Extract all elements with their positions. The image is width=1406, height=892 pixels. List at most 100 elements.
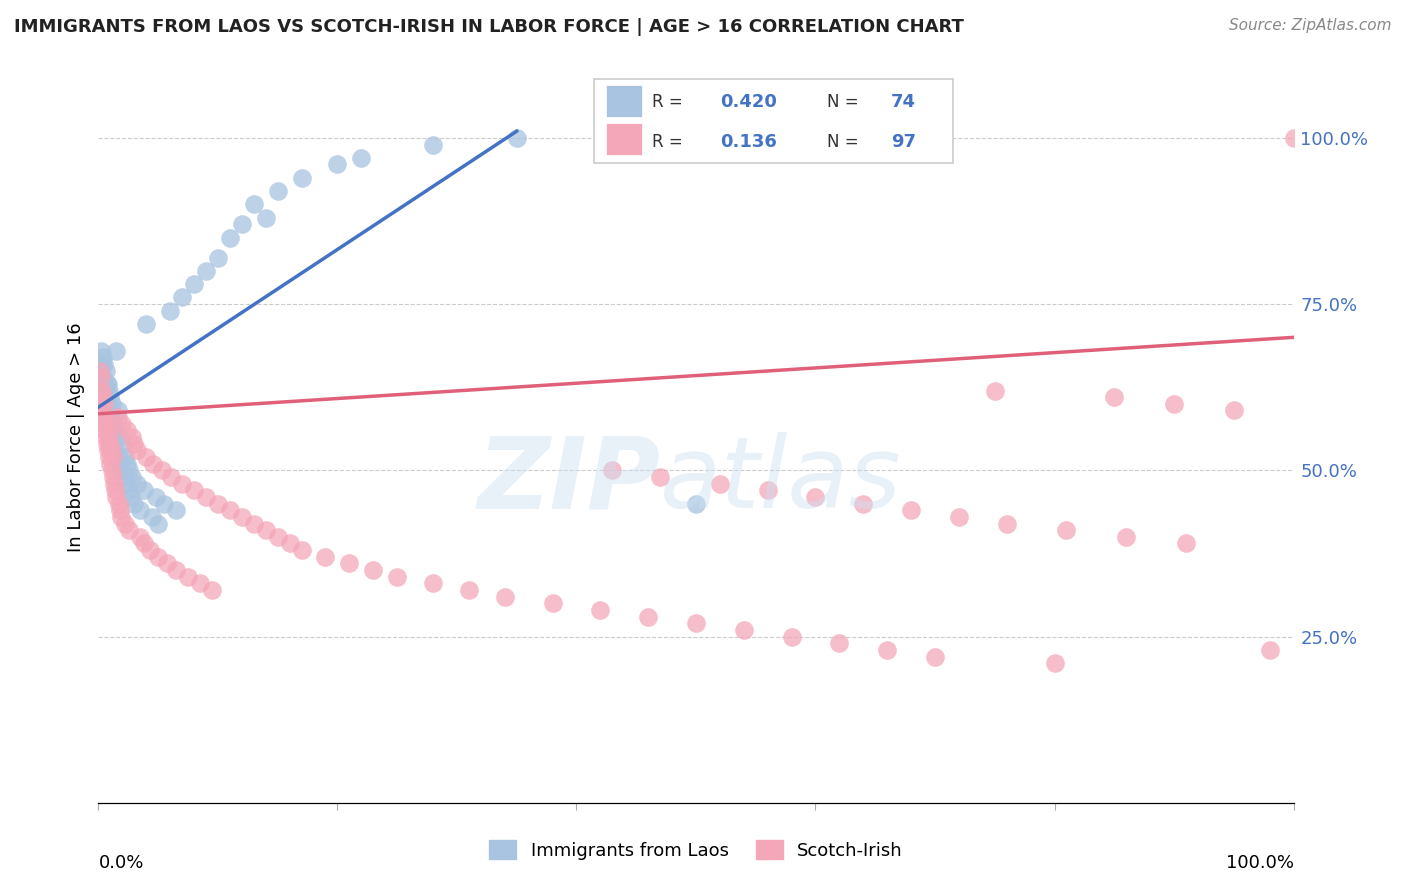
Point [94, 410, 117, 425]
Point [804, 490, 827, 504]
Point [172, 476, 194, 491]
Point [1223, 403, 1246, 417]
Point [159, 303, 181, 318]
Point [107, 403, 129, 417]
Point [108, 503, 131, 517]
Point [118, 523, 141, 537]
Point [243, 516, 266, 531]
Point [207, 497, 229, 511]
Point [98, 430, 121, 444]
Point [924, 649, 946, 664]
Text: 74: 74 [891, 93, 915, 112]
Point [96, 436, 118, 450]
Point [494, 590, 516, 604]
Point [278, 536, 301, 550]
Point [117, 483, 139, 498]
Point [637, 609, 659, 624]
Point [91, 376, 114, 391]
Point [733, 623, 755, 637]
Point [177, 570, 200, 584]
Point [160, 470, 183, 484]
Point [124, 497, 146, 511]
Point [1282, 131, 1305, 145]
Point [98, 410, 121, 425]
Point [101, 410, 124, 425]
Point [115, 424, 138, 438]
Point [756, 483, 779, 498]
Point [148, 516, 170, 531]
Point [94, 430, 117, 444]
Point [155, 557, 177, 571]
Point [876, 643, 898, 657]
Point [114, 450, 136, 464]
Point [100, 463, 122, 477]
Text: 100.0%: 100.0% [1226, 854, 1294, 872]
Point [107, 450, 129, 464]
Text: 0.136: 0.136 [720, 133, 776, 152]
Point [589, 603, 612, 617]
Point [145, 490, 167, 504]
Point [385, 570, 409, 584]
Point [219, 230, 242, 244]
Point [120, 490, 142, 504]
Point [165, 503, 187, 517]
Point [101, 430, 124, 444]
Point [105, 490, 128, 504]
Point [685, 616, 707, 631]
Point [98, 384, 121, 398]
Point [89, 363, 111, 377]
Point [90, 363, 112, 377]
Point [132, 536, 155, 550]
Point [135, 450, 157, 464]
Point [648, 470, 672, 484]
Point [125, 476, 148, 491]
Point [124, 436, 146, 450]
Point [91, 397, 114, 411]
Point [243, 197, 266, 211]
Text: R =: R = [652, 133, 688, 152]
Point [139, 543, 162, 558]
Point [111, 436, 134, 450]
Text: IMMIGRANTS FROM LAOS VS SCOTCH-IRISH IN LABOR FORCE | AGE > 16 CORRELATION CHART: IMMIGRANTS FROM LAOS VS SCOTCH-IRISH IN … [14, 18, 965, 36]
Point [93, 397, 115, 411]
Point [422, 137, 444, 152]
Point [1115, 530, 1137, 544]
Point [291, 543, 314, 558]
Point [98, 390, 122, 404]
Point [94, 410, 117, 425]
Point [97, 376, 120, 391]
Point [458, 582, 481, 597]
Point [148, 549, 170, 564]
Point [97, 403, 120, 417]
Point [89, 357, 111, 371]
Legend: Immigrants from Laos, Scotch-Irish: Immigrants from Laos, Scotch-Irish [489, 840, 903, 860]
Point [183, 277, 205, 292]
Text: N =: N = [827, 133, 865, 152]
Point [506, 131, 529, 145]
Point [984, 384, 1007, 398]
Point [107, 430, 129, 444]
Point [1043, 656, 1066, 670]
Point [828, 636, 851, 650]
Point [107, 410, 129, 425]
Text: 97: 97 [891, 133, 915, 152]
Point [231, 509, 253, 524]
Point [900, 503, 922, 517]
Point [1175, 536, 1198, 550]
Point [115, 457, 138, 471]
Point [995, 516, 1018, 531]
Point [121, 430, 143, 444]
Point [165, 563, 187, 577]
Point [1056, 523, 1078, 537]
Point [98, 436, 122, 450]
Point [98, 417, 122, 431]
Point [188, 576, 211, 591]
Point [93, 357, 115, 371]
Point [1258, 643, 1281, 657]
Point [363, 563, 385, 577]
FancyBboxPatch shape [606, 122, 643, 155]
Point [195, 264, 218, 278]
Point [118, 463, 141, 477]
Point [201, 582, 224, 597]
Point [98, 450, 121, 464]
